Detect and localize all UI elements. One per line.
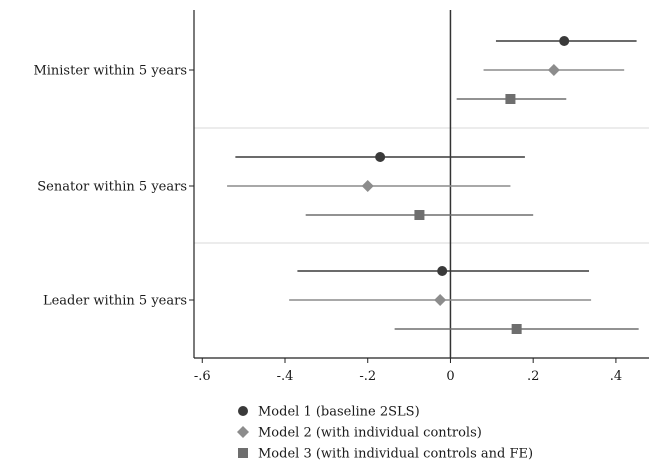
series-3: [305, 94, 639, 334]
point-estimate: [511, 324, 522, 334]
legend-item-3: Model 3 (with individual controls and FE…: [238, 447, 533, 462]
point-estimate: [505, 94, 516, 104]
legend-label: Model 3 (with individual controls and FE…: [258, 447, 533, 462]
y-tick-labels: Minister within 5 years Senator within 5 …: [33, 64, 194, 309]
series-1: [235, 36, 637, 276]
legend-marker: [238, 448, 248, 458]
legend-item-1: Model 1 (baseline 2SLS): [238, 405, 420, 420]
x-tick-label: .4: [610, 369, 622, 384]
point-estimate: [434, 294, 447, 306]
legend-marker: [238, 406, 248, 416]
group-separators: [194, 127, 649, 244]
point-estimate: [375, 152, 386, 162]
x-tick-labels: -.6 -.4 -.2 0 .2 .4: [194, 358, 622, 384]
point-estimate: [361, 180, 374, 192]
x-tick-label: -.6: [194, 369, 211, 384]
x-tick-label: .2: [527, 369, 539, 384]
series-marks: [227, 36, 639, 334]
legend-label: Model 1 (baseline 2SLS): [258, 405, 420, 420]
legend-marker: [237, 426, 249, 438]
series-2: [227, 64, 625, 306]
x-tick-label: -.4: [277, 369, 294, 384]
y-tick-label: Minister within 5 years: [33, 64, 187, 79]
y-tick-label: Senator within 5 years: [37, 180, 187, 195]
point-estimate: [437, 266, 448, 276]
legend: Model 1 (baseline 2SLS) Model 2 (with ind…: [237, 405, 533, 462]
y-tick-label: Leader within 5 years: [43, 294, 187, 309]
x-tick-label: 0: [446, 369, 454, 384]
point-estimate: [414, 210, 425, 220]
legend-label: Model 2 (with individual controls): [258, 426, 482, 441]
axes: [193, 10, 649, 359]
point-estimate: [559, 36, 570, 46]
x-tick-label: -.2: [359, 369, 376, 384]
point-estimate: [547, 64, 560, 76]
legend-item-2: Model 2 (with individual controls): [237, 426, 482, 441]
